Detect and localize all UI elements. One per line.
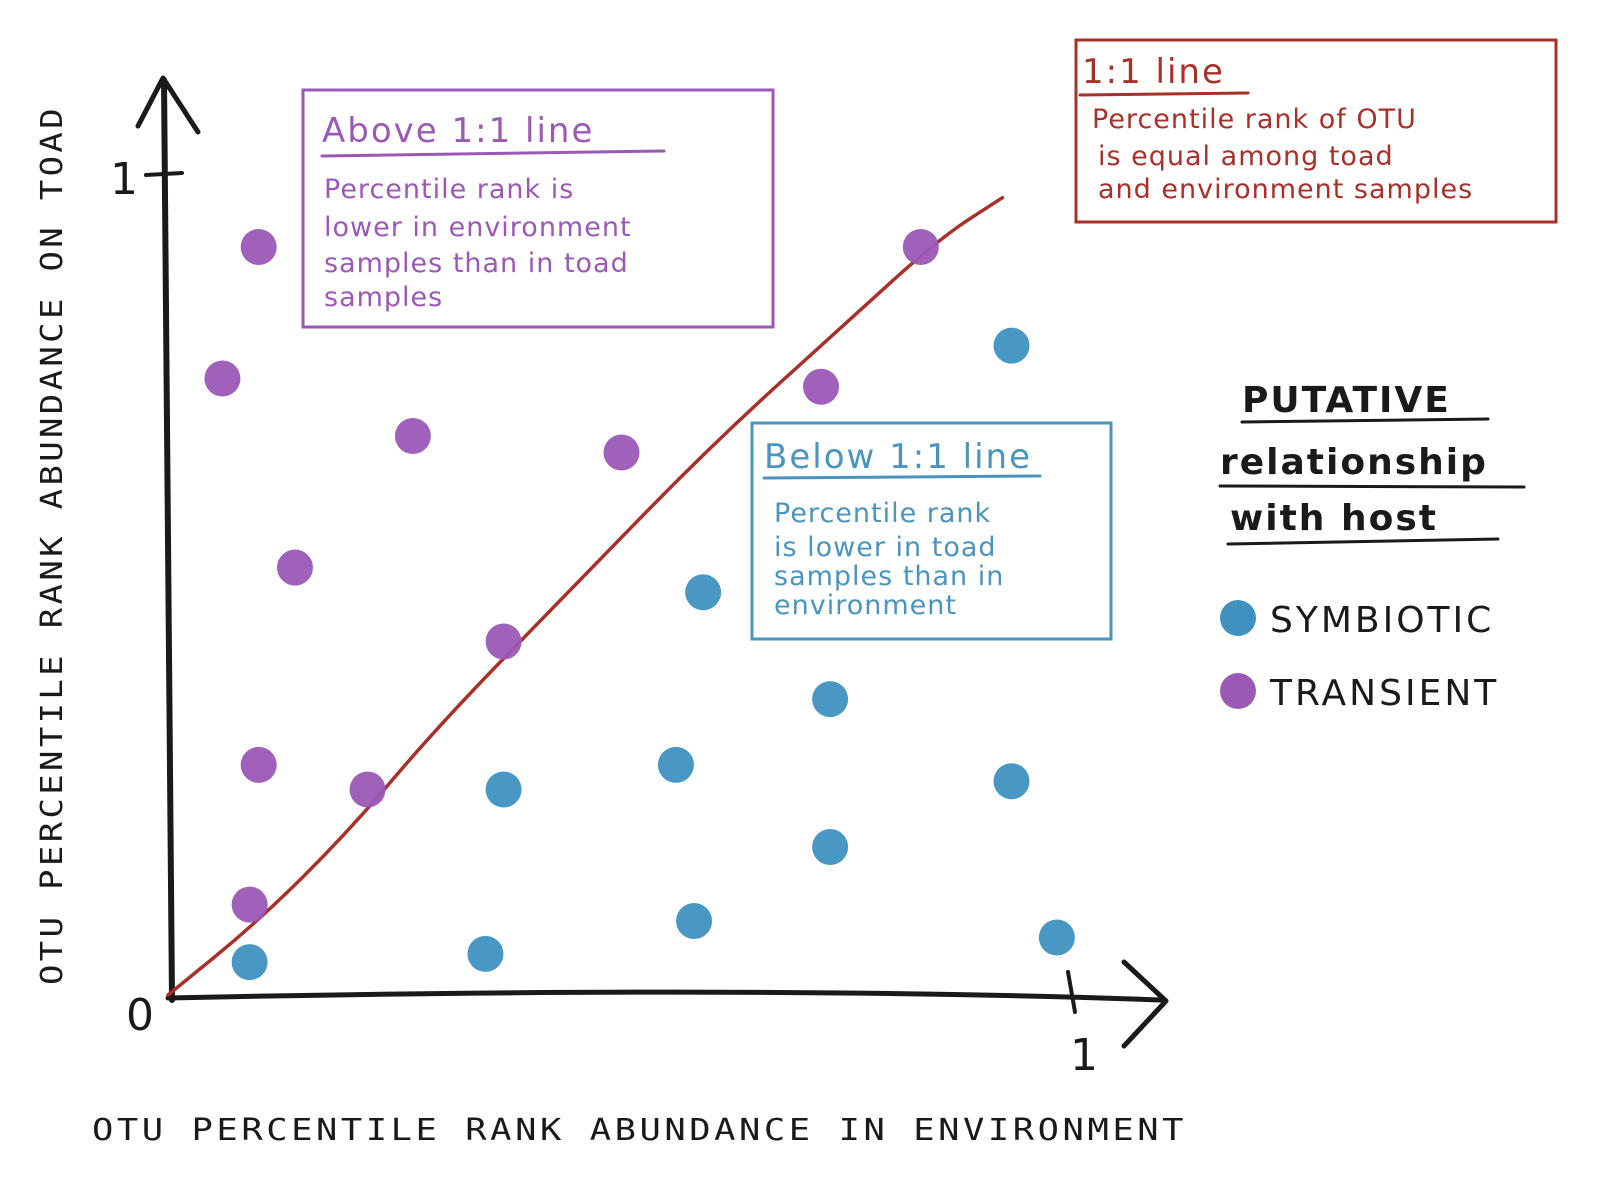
annotation-below-box xyxy=(750,421,1113,641)
data-point-symbiotic xyxy=(676,903,713,940)
annotation-one-to-one-underline xyxy=(1078,91,1250,97)
annotation-above-box xyxy=(301,88,775,329)
annotation-above-underline xyxy=(320,149,666,158)
data-point-symbiotic xyxy=(231,944,268,981)
legend-title-line-2: relationship xyxy=(1220,442,1488,483)
legend-swatch-symbiotic xyxy=(1220,600,1256,636)
x-tick-label: 1 xyxy=(1070,1030,1098,1081)
legend-title-line-3: with host xyxy=(1230,498,1438,539)
data-point-transient xyxy=(240,746,277,783)
data-point-transient xyxy=(204,360,241,397)
data-point-symbiotic xyxy=(812,681,849,718)
annotation-below-line-4: environment xyxy=(774,590,957,621)
data-point-symbiotic xyxy=(685,574,722,611)
legend-title-underline-3 xyxy=(1226,537,1500,546)
legend-swatch-transient xyxy=(1220,673,1256,709)
y-tick-mark xyxy=(144,171,184,177)
annotation-below-line-3: samples than in xyxy=(774,561,1004,592)
legend-title-underline-2 xyxy=(1218,484,1526,489)
annotation-above-line-1: Percentile rank is xyxy=(324,174,574,205)
data-point-symbiotic xyxy=(467,935,504,972)
annotation-below-line: Below 1:1 line Percentile rank is lower … xyxy=(750,421,1113,641)
x-axis-title: OTU PERCENTILE RANK ABUNDANCE IN ENVIRON… xyxy=(92,1113,1187,1148)
x-axis-line xyxy=(165,989,1165,1003)
y-axis-line xyxy=(161,77,175,1003)
x-tick-mark xyxy=(1066,970,1077,1014)
data-point-transient xyxy=(394,418,431,455)
data-point-symbiotic xyxy=(485,771,522,808)
axes: 1 1 0 OTU PERCENTILE RANK ABUNDANCE IN E… xyxy=(35,75,1187,1148)
annotation-below-title: Below 1:1 line xyxy=(764,437,1032,477)
legend-label-transient: TRANSIENT xyxy=(1269,673,1499,714)
origin-label: 0 xyxy=(126,990,154,1041)
annotation-above-line-4: samples xyxy=(324,282,443,313)
annotation-above-line-2: lower in environment xyxy=(324,212,632,243)
data-points xyxy=(204,228,1075,981)
annotation-below-underline xyxy=(762,474,1042,480)
data-point-transient xyxy=(902,228,939,265)
annotation-one-to-one-title: 1:1 line xyxy=(1082,52,1225,92)
data-point-transient xyxy=(803,368,840,405)
legend-label-symbiotic: SYMBIOTIC xyxy=(1270,600,1494,641)
legend-title-underline-1 xyxy=(1240,417,1490,424)
data-point-transient xyxy=(231,886,268,923)
y-axis-title: OTU PERCENTILE RANK ABUNDANCE ON TOAD xyxy=(35,105,70,985)
data-point-symbiotic xyxy=(1038,919,1075,956)
legend-title-line-1: PUTATIVE xyxy=(1242,380,1451,421)
data-point-transient xyxy=(240,228,277,265)
annotation-below-line-1: Percentile rank xyxy=(774,498,991,529)
annotation-above-line-3: samples than in toad xyxy=(324,248,629,279)
data-point-symbiotic xyxy=(657,746,694,783)
data-point-transient xyxy=(485,623,522,660)
annotation-one-to-one-line-2: is equal among toad xyxy=(1098,141,1394,172)
legend: PUTATIVE relationship with host SYMBIOTI… xyxy=(1218,380,1526,714)
annotation-one-to-one-line-1: Percentile rank of OTU xyxy=(1092,104,1417,135)
annotation-below-line-2: is lower in toad xyxy=(774,532,997,563)
y-tick-label: 1 xyxy=(110,154,138,205)
x-axis-arrowhead xyxy=(1121,959,1169,1049)
annotation-above-line: Above 1:1 line Percentile rank is lower … xyxy=(301,88,775,329)
data-point-symbiotic xyxy=(812,829,849,866)
data-point-transient xyxy=(603,434,640,471)
data-point-transient xyxy=(349,771,386,808)
data-point-symbiotic xyxy=(993,763,1030,800)
data-point-transient xyxy=(276,549,313,586)
one-to-one-line xyxy=(166,195,1005,997)
data-point-symbiotic xyxy=(993,327,1030,364)
annotation-one-to-one-box xyxy=(1074,38,1558,224)
annotation-one-to-one: 1:1 line Percentile rank of OTU is equal… xyxy=(1074,38,1558,224)
y-axis-arrowhead xyxy=(135,75,201,135)
annotation-one-to-one-line-3: and environment samples xyxy=(1098,174,1473,205)
annotation-above-title: Above 1:1 line xyxy=(322,111,594,151)
